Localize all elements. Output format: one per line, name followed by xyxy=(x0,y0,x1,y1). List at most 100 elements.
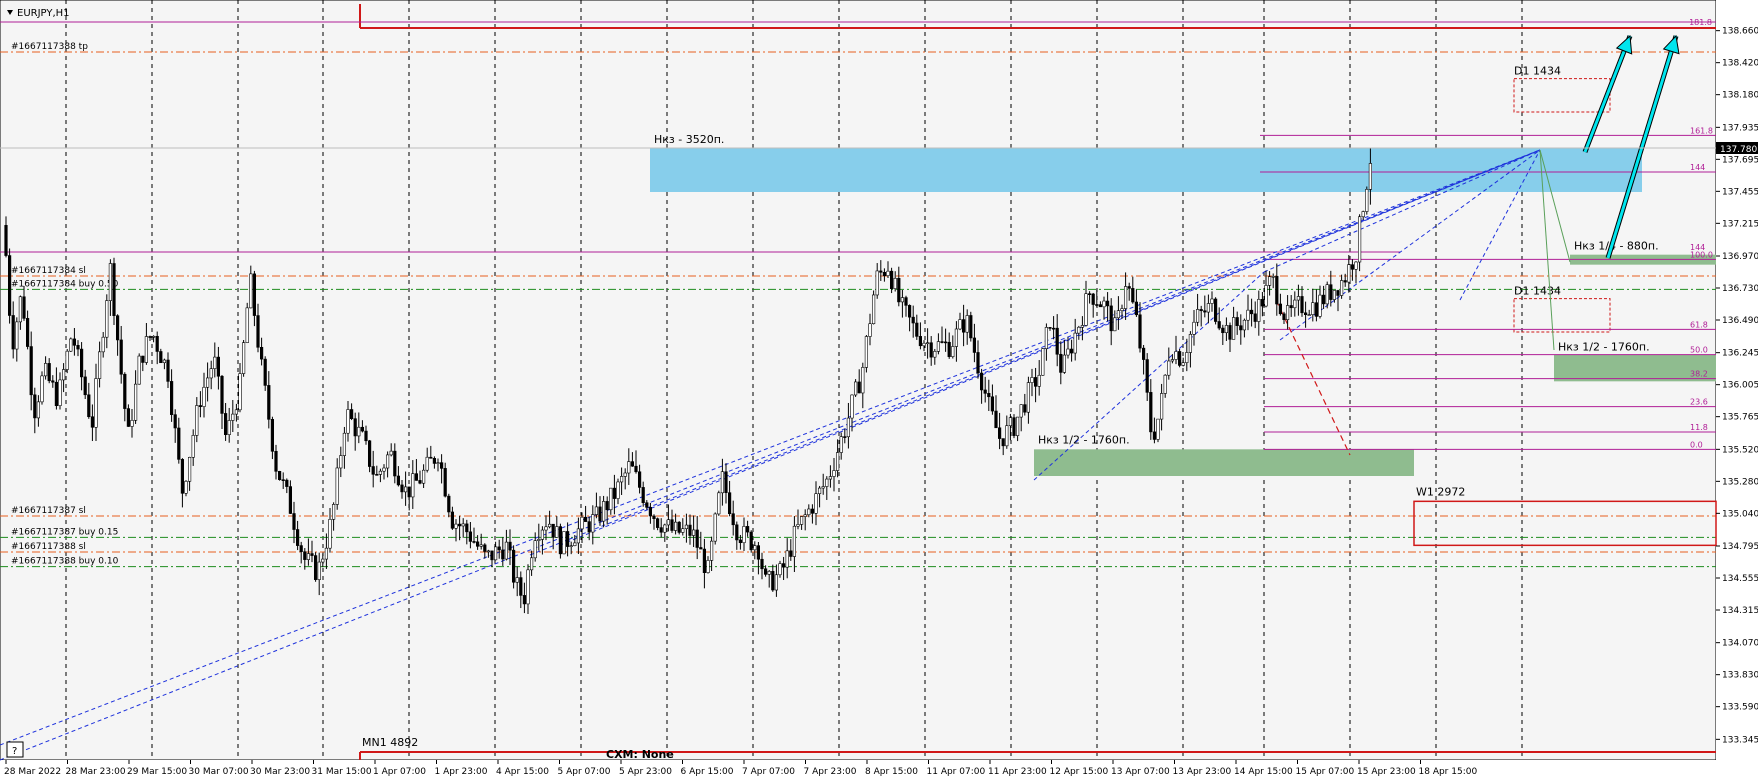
candle-body xyxy=(170,381,174,415)
candle-body xyxy=(15,321,19,350)
candle-body xyxy=(238,373,242,411)
arrow-shaft xyxy=(1583,35,1632,153)
candle-body xyxy=(1235,317,1239,326)
candle-body xyxy=(1196,309,1200,323)
candle-body xyxy=(1070,348,1074,354)
help-button[interactable] xyxy=(6,741,24,758)
candle-body xyxy=(313,555,318,580)
candle-body xyxy=(47,363,51,382)
candle-body xyxy=(252,273,257,316)
candle-body xyxy=(1192,321,1196,335)
candle-body xyxy=(839,436,843,453)
trend-line xyxy=(1263,149,1541,273)
candle-body xyxy=(1080,325,1084,328)
candle-body xyxy=(454,523,458,529)
candle-body xyxy=(562,531,566,555)
candle-body xyxy=(479,544,483,547)
candle-body xyxy=(36,401,40,419)
candle-body xyxy=(1275,275,1279,305)
candle-body xyxy=(1268,276,1272,286)
fib-label: 181.8 xyxy=(1689,18,1712,27)
candle-body xyxy=(43,363,48,377)
candle-body xyxy=(1034,377,1038,387)
candle-body xyxy=(299,545,303,553)
candle-body xyxy=(943,341,948,344)
candle-body xyxy=(1037,374,1041,387)
candle-body xyxy=(80,348,84,378)
candle-body xyxy=(1109,305,1113,332)
candle-body xyxy=(213,356,217,369)
price-tick-label: 138.420 xyxy=(1722,59,1758,69)
candle-body xyxy=(799,516,804,525)
candle-body xyxy=(807,508,811,516)
candle-body xyxy=(1221,327,1225,334)
candle-body xyxy=(188,456,192,482)
price-tick-label: 133.345 xyxy=(1722,735,1758,745)
candle-body xyxy=(515,577,519,583)
candle-body xyxy=(504,541,509,560)
candle-body xyxy=(418,480,422,484)
candle-body xyxy=(1318,294,1322,317)
candle-body xyxy=(112,263,116,316)
price-tick-label: 136.245 xyxy=(1722,349,1758,359)
candle-body xyxy=(108,263,112,301)
help-icon[interactable]: ? xyxy=(12,746,17,757)
candle-body xyxy=(893,277,897,289)
candle-body xyxy=(483,544,487,552)
fib-label: 144 xyxy=(1690,243,1705,252)
candle-body xyxy=(551,523,555,538)
candle-body xyxy=(555,526,559,538)
candle-body xyxy=(1314,302,1318,317)
candle-body xyxy=(670,519,674,531)
candle-body xyxy=(1329,284,1333,300)
candle-body xyxy=(1271,275,1275,278)
candle-body xyxy=(655,518,660,528)
price-tick-label: 134.070 xyxy=(1722,639,1758,649)
candle-body xyxy=(947,341,951,357)
candle-body xyxy=(1030,377,1034,383)
candle-body xyxy=(1055,327,1059,355)
candle-body xyxy=(1084,293,1088,326)
candle-body xyxy=(306,553,311,560)
price-tick-label: 136.490 xyxy=(1722,316,1758,326)
fib-label: 100.0 xyxy=(1690,250,1713,259)
candle-body xyxy=(4,225,8,256)
candle-body xyxy=(817,487,822,494)
candle-body xyxy=(533,540,537,559)
candle-body xyxy=(349,409,354,419)
candle-body xyxy=(511,549,516,583)
candle-body xyxy=(259,347,264,360)
candle-body xyxy=(173,414,177,429)
candle-body xyxy=(720,471,724,494)
candle-body xyxy=(382,467,386,472)
fib-label: 61.8 xyxy=(1690,320,1708,329)
candle-body xyxy=(706,560,710,573)
candle-body xyxy=(324,547,329,560)
candle-body xyxy=(457,523,462,527)
candle-body xyxy=(749,531,753,551)
candle-body xyxy=(1019,404,1023,418)
candle-body xyxy=(519,577,523,596)
candle-body xyxy=(702,548,706,573)
fib-label: 38.2 xyxy=(1690,370,1708,379)
price-tick-label: 135.765 xyxy=(1722,413,1758,423)
candle-body xyxy=(544,526,548,531)
candle-body xyxy=(371,466,375,475)
candle-body xyxy=(220,375,224,414)
zone-label: Нкз 1/4 - 880п. xyxy=(1574,240,1659,253)
time-tick-label: 1 Apr 07:00 xyxy=(373,767,426,777)
dropdown-icon[interactable] xyxy=(7,10,13,15)
price-tick-label: 135.520 xyxy=(1722,445,1758,455)
candle-body xyxy=(591,514,595,533)
candle-body xyxy=(1199,309,1203,312)
candle-body xyxy=(65,350,69,370)
candle-body xyxy=(119,339,123,375)
candle-body xyxy=(76,345,80,350)
time-tick-label: 28 Mar 2022 xyxy=(4,767,61,777)
time-tick-label: 11 Apr 07:00 xyxy=(927,767,986,777)
candle-body xyxy=(929,342,933,358)
candle-body xyxy=(951,346,955,357)
candle-body xyxy=(987,393,991,398)
